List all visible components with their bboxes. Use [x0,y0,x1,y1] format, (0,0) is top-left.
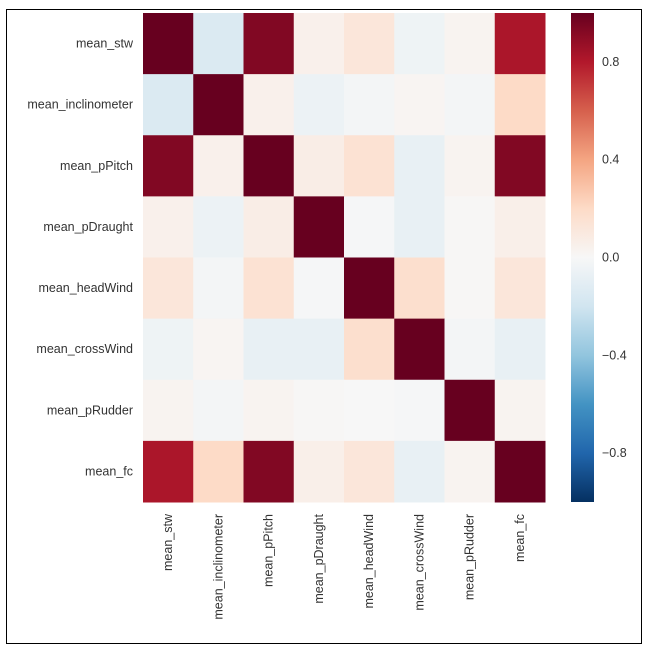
heatmap-cell [494,74,546,136]
heatmap-cell [344,318,395,381]
heatmap-cell [344,135,395,197]
heatmap-cell [243,379,295,442]
heatmap-cell [143,13,194,75]
heatmap-cell [444,318,496,381]
heatmap-cell [243,196,295,258]
heatmap-cell [394,318,445,381]
heatmap-cell [193,74,244,136]
heatmap-cell [444,379,496,442]
x-tick-label: mean_pRudder [463,514,477,600]
y-tick-label: mean_headWind [38,281,133,295]
heatmap-cell [293,379,345,442]
colorbar-tick-label: 0.4 [602,153,619,167]
heatmap-cell [293,257,345,320]
heatmap-cell [143,257,194,320]
heatmap-cell [444,257,496,320]
heatmap-cell [394,74,445,136]
y-tick-label: mean_pDraught [43,220,133,234]
heatmap-cell [243,257,295,320]
heatmap-cell [293,318,345,381]
heatmap-cell [344,74,395,136]
colorbar [571,13,594,502]
heatmap-cell [444,13,496,75]
y-axis-labels: mean_stw mean_inclinometer mean_pPitchmean… [27,37,134,479]
x-tick-label: mean_fc [513,514,527,562]
y-tick-label: mean_inclinometer [27,98,133,112]
heatmap-cell [394,379,445,442]
heatmap-cell [193,135,244,197]
heatmap-cell [494,440,546,503]
y-tick-label: mean_fc [85,464,133,478]
heatmap-cell [293,196,345,258]
x-tick-label: mean_stw [161,513,175,571]
x-tick-label: mean_inclinometer [211,514,225,620]
y-tick-label: mean_pRudder [47,403,133,417]
heatmap-cell [143,318,194,381]
heatmap-cell [344,379,395,442]
heatmap-cell [344,440,395,503]
x-axis-labels: mean_stw mean_inclinometer mean_pPitch mean… [161,513,527,620]
y-tick-label: mean_stw [76,37,134,51]
colorbar-tick-label: 0.0 [602,251,619,265]
heatmap-cell [494,318,546,381]
x-tick-label: mean_pPitch [262,514,276,587]
y-tick-label: mean_crossWind [36,342,133,356]
heatmap-cell [293,13,345,75]
figure-frame [6,9,642,644]
heatmap-cell [293,135,345,197]
heatmap-cell [394,13,445,75]
heatmap-cell [293,74,345,136]
heatmap-cell [444,135,496,197]
heatmap-cell [394,257,445,320]
heatmap-cell [494,257,546,320]
colorbar-tick-label: −0.4 [602,348,627,362]
x-tick-label: mean_crossWind [412,514,426,611]
heatmap-cell [193,196,244,258]
heatmap-cell [344,257,395,320]
heatmap-cell [444,74,496,136]
heatmap-cell [143,196,194,258]
heatmap-cell [394,196,445,258]
heatmap-cell [243,74,295,136]
heatmap-cells [143,13,546,503]
heatmap-cell [394,440,445,503]
heatmap-cell [193,318,244,381]
heatmap-cell [193,13,244,75]
heatmap-cell [344,196,395,258]
colorbar-ticks: 0.8 0.4 0.0 −0.4 −0.8 [602,55,627,460]
heatmap-cell [143,74,194,136]
heatmap-cell [143,379,194,442]
heatmap-cell [243,135,295,197]
heatmap-cell [143,135,194,197]
heatmap-cell [444,196,496,258]
colorbar-tick-label: −0.8 [602,446,627,460]
heatmap-cell [494,13,546,75]
heatmap-cell [494,135,546,197]
heatmap-cell [494,196,546,258]
heatmap-cell [243,13,295,75]
heatmap-cell [494,379,546,442]
heatmap-cell [193,379,244,442]
x-tick-label: mean_pDraught [312,513,326,603]
heatmap-cell [444,440,496,503]
colorbar-tick-label: 0.8 [602,55,619,69]
heatmap-cell [143,440,194,503]
heatmap-cell [193,440,244,503]
heatmap-cell [293,440,345,503]
heatmap-cell [193,257,244,320]
y-tick-label: mean_pPitch [60,159,133,173]
heatmap-cell [243,440,295,503]
heatmap-cell [394,135,445,197]
heatmap-cell [344,13,395,75]
x-tick-label: mean_headWind [362,514,376,609]
heatmap-cell [243,318,295,381]
